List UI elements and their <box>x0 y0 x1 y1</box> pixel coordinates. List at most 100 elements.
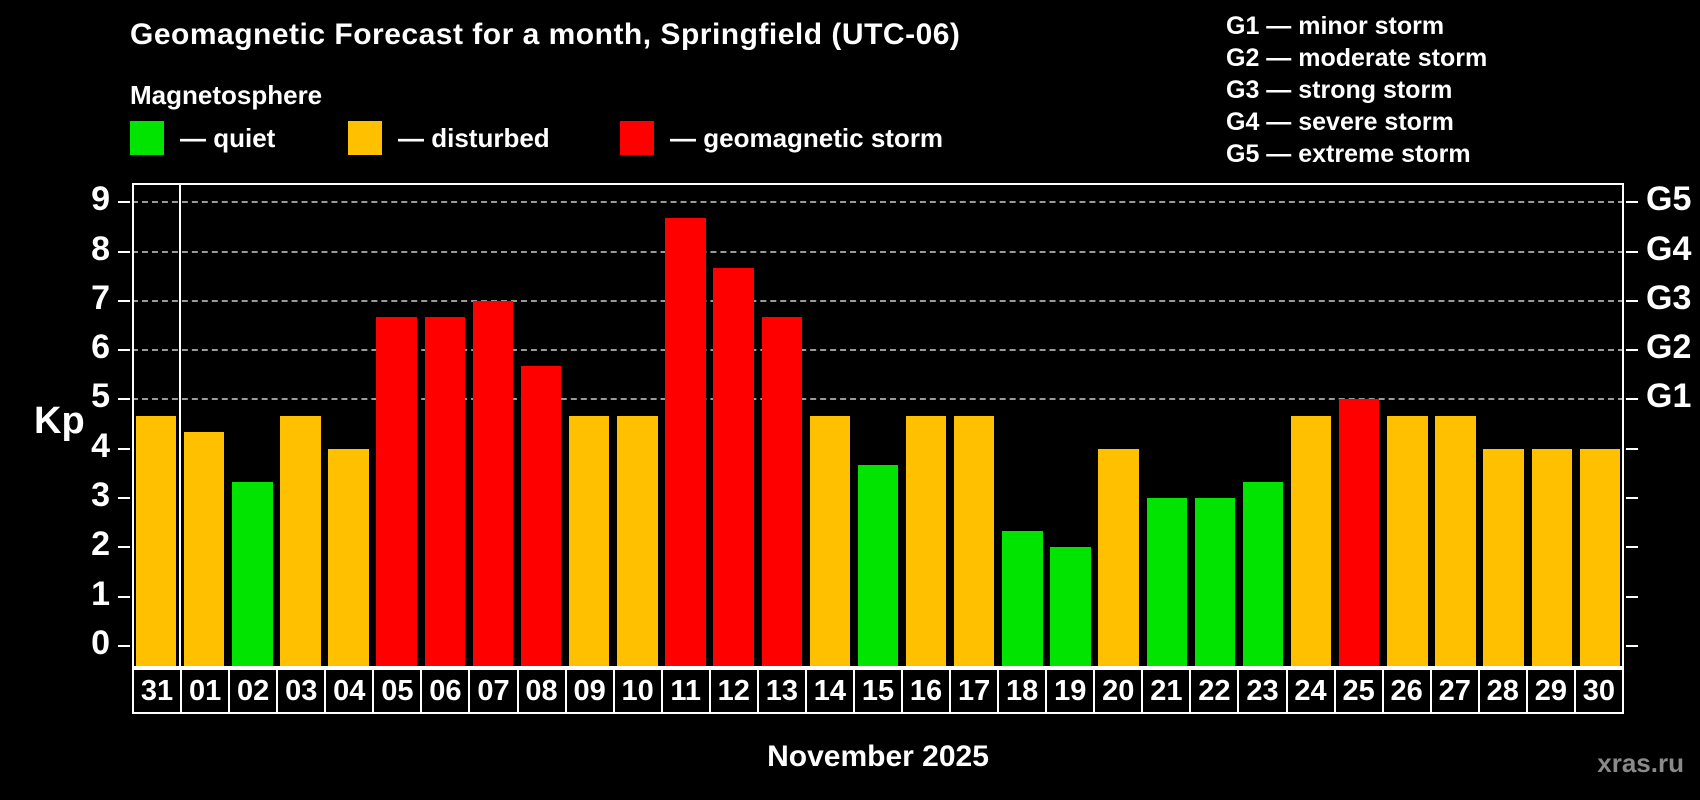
day-label-07: 07 <box>468 668 519 714</box>
bar-day-11 <box>665 218 706 666</box>
right-tick-kp-9 <box>1626 201 1638 204</box>
g1-legend-line: G1 — minor storm <box>1226 12 1445 40</box>
chart-subtitle: Magnetosphere <box>130 80 323 110</box>
gridline-kp-9 <box>132 201 1624 204</box>
left-tick-kp-5 <box>118 398 130 401</box>
left-tick-kp-0 <box>118 644 130 647</box>
day-label-28: 28 <box>1477 668 1528 714</box>
y-tick-label-4: 4 <box>91 426 110 465</box>
bar-day-30 <box>1579 448 1621 666</box>
bar-day-08 <box>520 366 562 666</box>
right-tick-kp-7 <box>1626 299 1638 302</box>
bar-day-15 <box>857 464 899 666</box>
bar-day-02 <box>232 481 273 666</box>
quiet-color-swatch <box>130 121 164 155</box>
day-label-18: 18 <box>997 668 1048 714</box>
right-tick-kp-1 <box>1626 595 1638 598</box>
right-tick-kp-0 <box>1626 644 1638 647</box>
g5-legend-line: G5 — extreme storm <box>1226 140 1471 168</box>
bar-day-10 <box>617 415 658 666</box>
storm-color-swatch <box>620 121 654 155</box>
y-axis-label: Kp <box>34 400 85 443</box>
day-label-13: 13 <box>756 668 807 714</box>
gridline-kp-7 <box>132 299 1624 302</box>
day-label-22: 22 <box>1189 668 1240 714</box>
y-tick-label-3: 3 <box>91 475 110 514</box>
day-label-20: 20 <box>1093 668 1144 714</box>
bar-day-24 <box>1290 415 1332 666</box>
bar-day-29 <box>1531 448 1572 666</box>
day-label-11: 11 <box>660 668 711 714</box>
day-label-19: 19 <box>1045 668 1096 714</box>
y-tick-label-9: 9 <box>91 180 110 219</box>
bar-day-12 <box>713 267 754 666</box>
day-label-08: 08 <box>516 668 567 714</box>
day-label-09: 09 <box>564 668 615 714</box>
g3-legend-line: G3 — strong storm <box>1226 76 1453 104</box>
bar-day-23 <box>1242 481 1284 666</box>
right-tick-kp-8 <box>1626 250 1638 253</box>
bar-day-09 <box>569 415 610 666</box>
bar-day-17 <box>954 415 995 666</box>
g-tick-label-G3: G3 <box>1646 278 1692 317</box>
left-tick-kp-2 <box>118 546 130 549</box>
y-tick-label-0: 0 <box>91 623 110 662</box>
bar-day-03 <box>280 415 321 666</box>
left-tick-kp-7 <box>118 299 130 302</box>
g-scale-legend: G1 — minor storm G2 — moderate storm G3 … <box>1226 10 1487 170</box>
g-tick-label-G2: G2 <box>1646 328 1692 367</box>
day-label-14: 14 <box>804 668 855 714</box>
day-label-06: 06 <box>420 668 471 714</box>
g-tick-label-G1: G1 <box>1646 377 1692 416</box>
day-label-26: 26 <box>1381 668 1432 714</box>
gridline-kp-8 <box>132 250 1624 253</box>
day-label-17: 17 <box>949 668 1000 714</box>
bar-day-22 <box>1194 497 1236 666</box>
bar-day-13 <box>761 317 802 666</box>
bar-day-07 <box>472 300 514 666</box>
day-label-29: 29 <box>1525 668 1576 714</box>
bar-day-16 <box>905 415 947 666</box>
disturbed-color-swatch <box>348 121 382 155</box>
bar-day-05 <box>376 317 417 666</box>
bar-day-21 <box>1146 497 1187 666</box>
day-label-04: 04 <box>324 668 375 714</box>
day-label-25: 25 <box>1333 668 1384 714</box>
bar-day-28 <box>1483 448 1524 666</box>
left-tick-kp-8 <box>118 250 130 253</box>
y-tick-label-8: 8 <box>91 229 110 268</box>
y-tick-label-5: 5 <box>91 377 110 416</box>
x-axis-month-label: November 2025 <box>767 740 989 773</box>
month-separator <box>179 183 182 668</box>
day-label-23: 23 <box>1237 668 1288 714</box>
y-tick-label-6: 6 <box>91 328 110 367</box>
day-label-30: 30 <box>1573 668 1624 714</box>
watermark-credit: xras.ru <box>1597 748 1684 778</box>
y-tick-label-1: 1 <box>91 574 110 613</box>
right-tick-kp-3 <box>1626 496 1638 499</box>
legend-label-disturbed: — disturbed <box>398 122 550 153</box>
legend-label-quiet: — quiet <box>180 122 276 153</box>
left-tick-kp-1 <box>118 595 130 598</box>
right-tick-kp-4 <box>1626 447 1638 450</box>
bar-day-01 <box>183 432 225 666</box>
legend-item-quiet: — quiet <box>130 120 275 156</box>
right-tick-kp-6 <box>1626 349 1638 352</box>
gridline-kp-6 <box>132 349 1624 352</box>
bar-day-27 <box>1435 415 1476 666</box>
legend-item-disturbed: — disturbed <box>348 120 550 156</box>
day-label-03: 03 <box>276 668 327 714</box>
left-tick-kp-3 <box>118 496 130 499</box>
day-label-31: 31 <box>132 668 183 714</box>
legend-label-storm: — geomagnetic storm <box>670 122 944 153</box>
day-label-24: 24 <box>1285 668 1336 714</box>
gridline-kp-5 <box>132 398 1624 401</box>
bar-day-31 <box>135 415 177 666</box>
bar-day-06 <box>424 317 466 666</box>
day-label-02: 02 <box>228 668 279 714</box>
legend-item-storm: — geomagnetic storm <box>620 120 943 156</box>
day-label-01: 01 <box>180 668 231 714</box>
day-label-15: 15 <box>852 668 903 714</box>
day-label-16: 16 <box>901 668 952 714</box>
